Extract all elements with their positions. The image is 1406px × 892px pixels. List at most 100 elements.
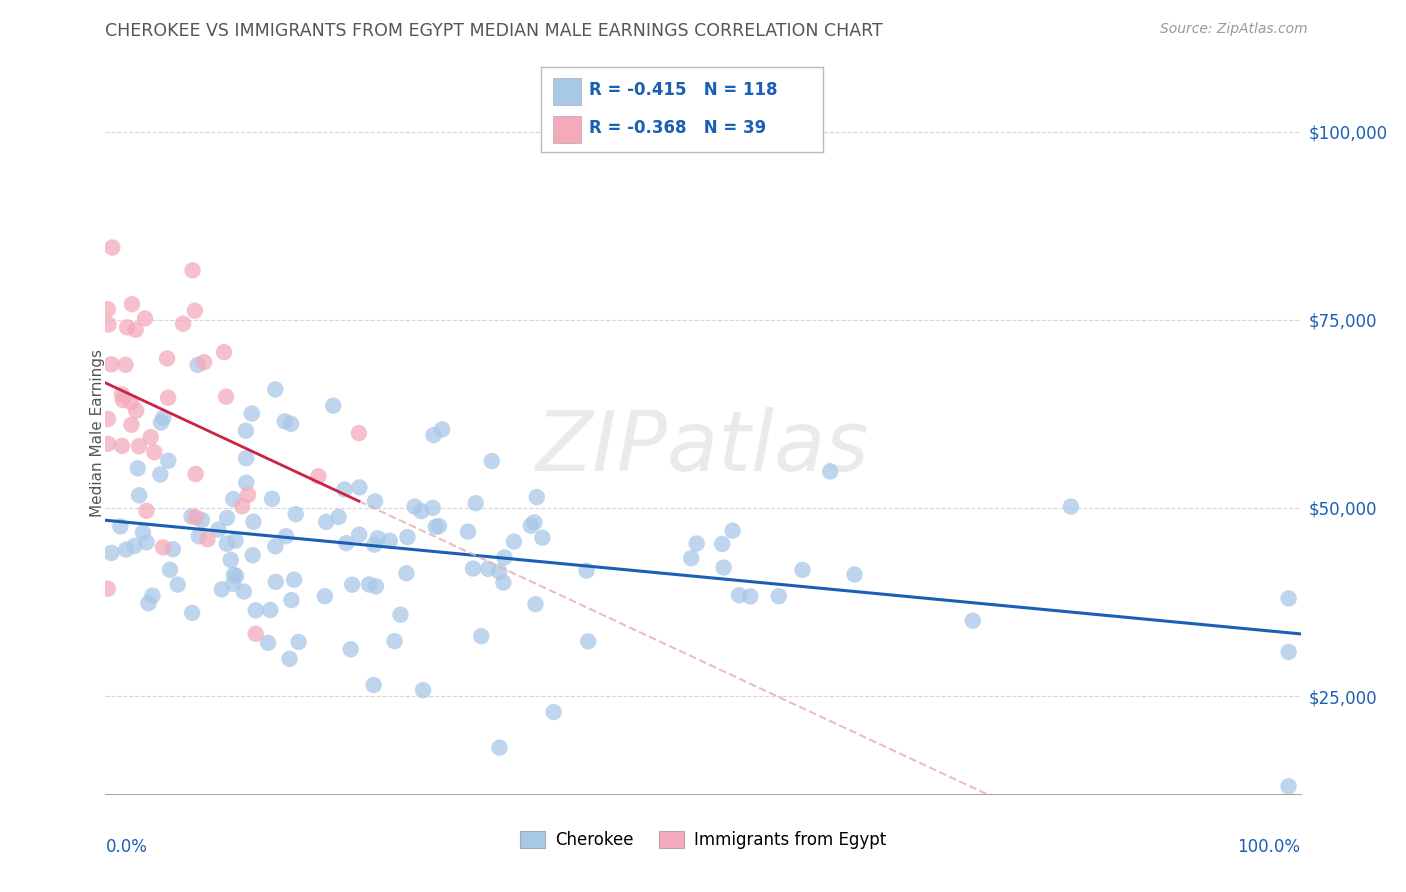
Text: ZIPatlas: ZIPatlas (536, 407, 870, 488)
Point (217, 511, 239, 525)
Point (543, 705, 565, 719)
Text: 100.0%: 100.0% (1237, 838, 1301, 856)
Point (339, 642, 361, 657)
Point (120, 417, 142, 432)
Point (124, 323, 146, 337)
Point (740, 590, 762, 604)
Point (97, 412, 120, 426)
Point (461, 561, 484, 575)
Point (287, 635, 309, 649)
Point (100, 357, 122, 371)
Point (457, 524, 479, 539)
Point (278, 652, 301, 666)
Point (184, 467, 207, 481)
Text: 0.0%: 0.0% (105, 838, 148, 856)
Point (274, 414, 297, 428)
Point (222, 576, 245, 591)
Point (264, 383, 287, 397)
Point (481, 454, 503, 468)
Point (713, 560, 735, 574)
Point (364, 494, 387, 508)
Point (389, 607, 412, 622)
Point (347, 426, 370, 441)
Point (236, 488, 259, 502)
Point (681, 551, 703, 566)
Point (404, 500, 426, 514)
Point (172, 317, 194, 331)
Point (711, 537, 734, 551)
Point (464, 496, 486, 510)
Point (207, 523, 229, 537)
Point (488, 740, 510, 755)
Point (315, 515, 337, 529)
Point (526, 490, 548, 504)
Point (470, 629, 492, 643)
Point (335, 536, 357, 550)
Point (396, 530, 419, 544)
Point (844, 567, 866, 582)
Text: R = -0.415   N = 118: R = -0.415 N = 118 (589, 81, 778, 99)
Point (141, 589, 163, 603)
Point (143, 445, 166, 459)
Point (111, 439, 134, 453)
Point (427, 519, 450, 533)
Point (1277, 645, 1299, 659)
Point (191, 513, 214, 527)
Point (219, 553, 242, 567)
Point (139, 430, 162, 444)
Bar (553, 78, 581, 105)
Point (245, 603, 267, 617)
Point (184, 303, 207, 318)
Bar (553, 116, 581, 143)
Point (259, 603, 281, 617)
Point (125, 403, 148, 417)
Point (187, 529, 209, 543)
Point (1060, 500, 1083, 514)
Point (322, 399, 344, 413)
Point (1277, 591, 1299, 606)
Point (156, 351, 179, 366)
Point (120, 395, 142, 409)
Point (245, 627, 267, 641)
Point (111, 387, 134, 401)
Point (728, 588, 751, 602)
Point (225, 569, 247, 583)
Point (149, 467, 172, 482)
Point (531, 531, 554, 545)
Point (792, 563, 814, 577)
Point (333, 483, 356, 497)
Point (162, 542, 184, 557)
Point (235, 475, 257, 490)
Point (115, 320, 138, 334)
Point (231, 500, 253, 514)
Point (523, 516, 546, 530)
Point (121, 297, 143, 311)
Point (721, 524, 744, 538)
Point (180, 509, 202, 524)
Point (128, 439, 150, 453)
Point (363, 538, 385, 552)
Point (768, 589, 790, 603)
Text: Source: ZipAtlas.com: Source: ZipAtlas.com (1160, 22, 1308, 37)
Point (430, 422, 453, 436)
Point (97, 302, 120, 317)
Point (520, 518, 543, 533)
Point (364, 579, 387, 593)
Point (257, 636, 280, 650)
Point (132, 525, 155, 540)
Point (159, 563, 181, 577)
Point (503, 534, 526, 549)
Point (422, 428, 444, 442)
Point (412, 683, 434, 698)
Point (242, 515, 264, 529)
Point (97, 582, 120, 596)
Point (235, 424, 257, 438)
Point (134, 311, 156, 326)
Point (274, 529, 297, 543)
Point (135, 535, 157, 549)
Point (576, 634, 599, 648)
Point (166, 577, 188, 591)
Point (138, 596, 160, 610)
Point (128, 488, 150, 502)
Point (127, 461, 149, 475)
